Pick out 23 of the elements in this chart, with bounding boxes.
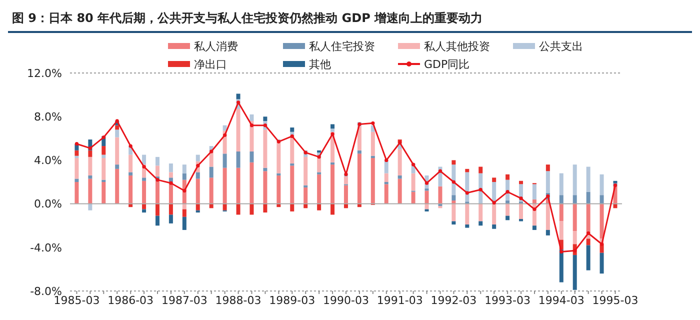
legend-label: 私人消费	[194, 38, 238, 54]
x-tick-label: 1993-03	[484, 294, 531, 307]
y-tick-label: 8.0%	[34, 110, 62, 124]
y-tick-label: 0.0%	[34, 198, 62, 211]
x-tick-label: 1992-03	[430, 294, 477, 307]
legend-label: GDP同比	[424, 56, 470, 72]
chart-title: 图 9：日本 80 年代后期，公共开支与私人住宅投资仍然推动 GDP 增速向上的重要动力	[8, 8, 692, 33]
y-tick-label: -4.0%	[30, 241, 62, 254]
legend-label: 净出口	[194, 56, 227, 72]
x-tick-label: 1989-03	[269, 294, 316, 307]
legend-label: 私人住宅投资	[309, 38, 375, 54]
x-tick-label: 1994-03	[538, 294, 584, 307]
x-tick-label: 1990-03	[323, 294, 369, 307]
legend-label: 其他	[309, 56, 331, 72]
x-tick-label: 1988-03	[215, 294, 262, 307]
y-tick-label: 12.0%	[27, 66, 62, 80]
x-tick-label: 1987-03	[161, 294, 208, 307]
y-tick-label: 4.0%	[34, 154, 62, 168]
x-tick-label: 1991-03	[376, 294, 423, 307]
legend-label: 私人其他投资	[424, 38, 490, 54]
x-tick-label: 1986-03	[108, 294, 154, 307]
legend-label: 公共支出	[539, 38, 583, 54]
x-tick-label: 1995-03	[592, 294, 638, 307]
